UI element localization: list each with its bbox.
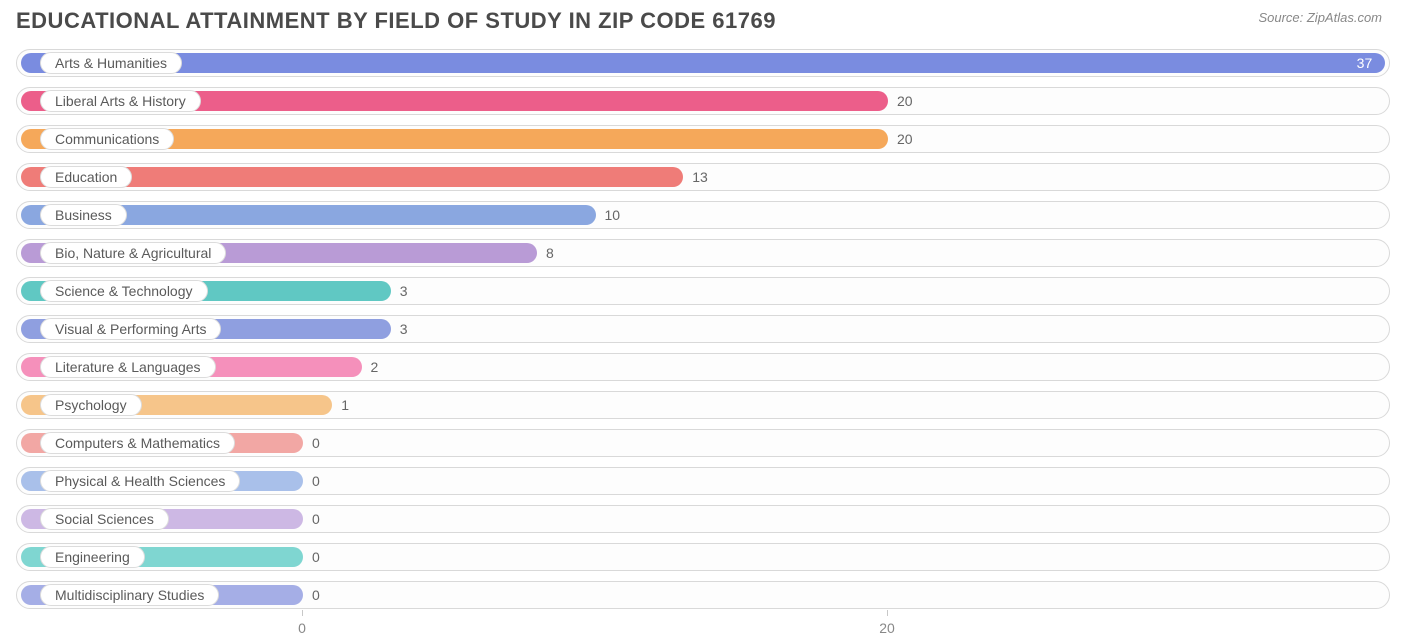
bar-track [16,581,1390,609]
bar-row: Literature & Languages 2 [16,350,1390,384]
series-dot-icon [24,284,38,298]
value-label: 0 [312,435,320,451]
value-label: 20 [897,131,913,147]
bar-track [16,391,1390,419]
value-label: 0 [312,473,320,489]
category-label: Science & Technology [40,280,208,302]
bar-row: Multidisciplinary Studies 0 [16,578,1390,612]
series-dot-icon [24,208,38,222]
series-dot-icon [24,512,38,526]
bar-row: Social Sciences 0 [16,502,1390,536]
bar-row: Education 13 [16,160,1390,194]
series-dot-icon [24,436,38,450]
bar-track [16,201,1390,229]
category-label: Arts & Humanities [40,52,182,74]
category-label: Liberal Arts & History [40,90,201,112]
category-label: Physical & Health Sciences [40,470,240,492]
value-label: 3 [400,283,408,299]
bar-track [16,505,1390,533]
category-label: Social Sciences [40,508,169,530]
value-label: 1 [341,397,349,413]
bar-track [16,543,1390,571]
value-label: 13 [692,169,708,185]
bar-track [16,125,1390,153]
chart-title: EDUCATIONAL ATTAINMENT BY FIELD OF STUDY… [16,8,776,34]
series-dot-icon [24,398,38,412]
bar-track [16,353,1390,381]
series-dot-icon [24,474,38,488]
category-label: Visual & Performing Arts [40,318,221,340]
value-label: 10 [605,207,621,223]
bar-track [16,87,1390,115]
bar-row: Liberal Arts & History 20 [16,84,1390,118]
series-dot-icon [24,246,38,260]
bar-row: Engineering 0 [16,540,1390,574]
bar-track [16,49,1390,77]
series-dot-icon [24,94,38,108]
category-label: Engineering [40,546,145,568]
axis-tick [887,610,888,616]
category-label: Education [40,166,132,188]
value-label: 8 [546,245,554,261]
bar-row: Communications 20 [16,122,1390,156]
bar-row: Arts & Humanities 37 [16,46,1390,80]
chart-header: EDUCATIONAL ATTAINMENT BY FIELD OF STUDY… [0,0,1406,46]
bar-row: Computers & Mathematics 0 [16,426,1390,460]
category-label: Multidisciplinary Studies [40,584,219,606]
value-label: 3 [400,321,408,337]
series-dot-icon [24,322,38,336]
axis-tick-label: 20 [879,620,895,636]
series-dot-icon [24,550,38,564]
series-dot-icon [24,170,38,184]
bar-row: Science & Technology 3 [16,274,1390,308]
value-label: 20 [897,93,913,109]
series-dot-icon [24,132,38,146]
bar-row: Physical & Health Sciences 0 [16,464,1390,498]
axis-tick [302,610,303,616]
bar-track [16,277,1390,305]
value-label: 0 [312,511,320,527]
series-dot-icon [24,56,38,70]
value-label: 0 [312,587,320,603]
chart-area: Arts & Humanities 37 Liberal Arts & Histor… [0,46,1406,644]
category-label: Bio, Nature & Agricultural [40,242,226,264]
category-label: Business [40,204,127,226]
category-label: Communications [40,128,174,150]
value-label: 0 [312,549,320,565]
axis-tick-label: 0 [298,620,306,636]
bar-row: Business 10 [16,198,1390,232]
bar-fill [21,53,1385,73]
value-label: 2 [371,359,379,375]
value-label: 37 [1357,55,1373,71]
x-axis: 02040 [16,616,1390,644]
bar-track [16,315,1390,343]
chart-source: Source: ZipAtlas.com [1258,10,1382,25]
bar-row: Visual & Performing Arts 3 [16,312,1390,346]
category-label: Psychology [40,394,142,416]
series-dot-icon [24,588,38,602]
bar-row: Bio, Nature & Agricultural 8 [16,236,1390,270]
category-label: Literature & Languages [40,356,216,378]
bar-row: Psychology 1 [16,388,1390,422]
category-label: Computers & Mathematics [40,432,235,454]
series-dot-icon [24,360,38,374]
